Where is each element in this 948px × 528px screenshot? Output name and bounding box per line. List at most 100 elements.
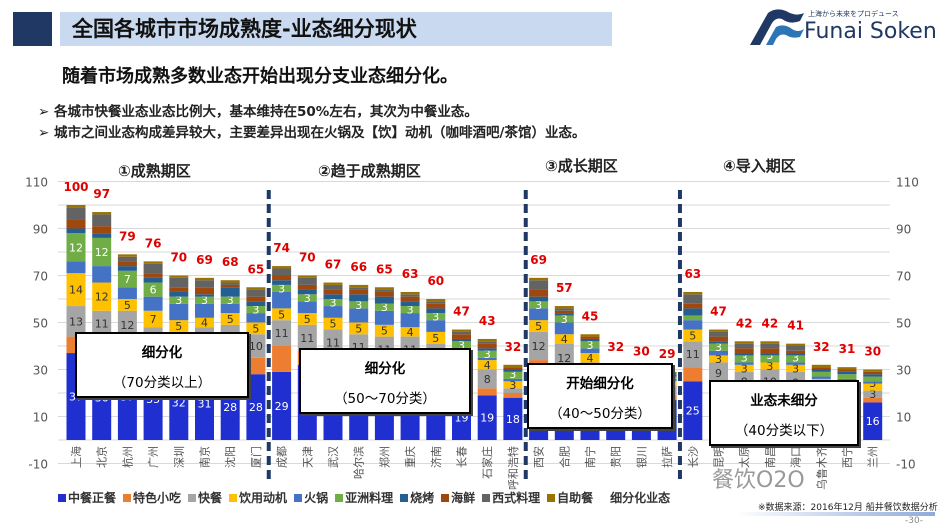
segment-label: 25 [686,405,700,418]
segment-label: 29 [275,400,289,413]
total-label: 41 [787,319,804,333]
bar-segment-中餐正餐 [246,374,266,440]
bar-segment-亚洲料理 [709,343,728,351]
segment-label: 3 [792,362,799,375]
bar-segment-特色小吃 [477,388,497,396]
segment-label: 3 [792,351,799,364]
legend-item: 亚洲料理 [335,489,393,506]
x-tick-label: 海口 [789,446,803,468]
segment-label: 4 [484,359,491,372]
segment-label: 3 [330,297,337,310]
box-subtitle: （70分类以上） [112,375,212,391]
segment-label: 31 [198,398,212,411]
segment-label: 4 [407,326,414,339]
legend-swatch [335,493,344,502]
bar-segment-自助餐 [786,343,806,346]
bar-segment-亚洲料理 [297,294,317,302]
total-label: 74 [273,241,290,255]
bar-segment-自助餐 [734,341,754,344]
bar-segment-自助餐 [374,287,394,290]
segment-label: 6 [150,284,157,297]
bar-segment-亚洲料理 [811,371,831,377]
x-tick-label: 南京 [198,446,212,468]
annotation-box-4: 业态未细分 （40分类以下） [709,380,859,446]
segment-label: 3 [201,294,208,307]
segment-label: 3 [432,311,439,324]
legend-item: 火锅 [294,489,328,506]
bar-segment-火锅 [66,261,86,274]
legend-label: 海鲜 [451,491,476,505]
segment-label: 5 [304,313,311,326]
total-label: 63 [684,267,701,281]
segment-label: 3 [304,292,311,305]
chart-legend: 中餐正餐 特色小吃 快餐 饮用动机 火锅 亚洲料理 烧烤 海鲜 西式料理 自助餐 细分化业态 [58,489,670,506]
bar-segment-西式料理 [169,277,189,288]
bar-segment-火锅 [400,313,420,328]
bar-segment-饮用动机 [195,317,214,328]
x-tick-label: 南昌 [764,446,777,468]
bar-segment-西式料理 [297,277,317,285]
page-title: 全国各城市市场成熟度-业态细分现状 [72,17,417,41]
bar-segment-饮用动机 [272,308,292,321]
bar-segment-亚洲料理 [863,376,883,382]
bar-segment-亚洲料理 [760,355,780,363]
bar-segment-烧烤 [580,338,600,342]
bar-segment-亚洲料理 [143,282,163,297]
segment-label: 11 [300,332,314,345]
box-title: 细分化 [141,345,183,361]
legend-swatch [123,493,132,502]
bar-segment-中餐正餐 [863,402,883,440]
segment-label: 12 [557,352,571,365]
bar-segment-饮用动机 [709,355,728,363]
bar-segment-快餐 [272,320,292,346]
segment-label: 5 [124,299,131,312]
bar-segment-西式料理 [220,282,240,285]
segment-label: 14 [69,284,83,297]
bar-segment-海鲜 [529,289,549,297]
bar-segment-自助餐 [220,280,240,283]
source-underline [735,512,935,516]
total-label: 45 [582,309,599,323]
segment-label: 11 [686,348,700,361]
segment-label: 7 [124,273,131,286]
segment-label: 3 [355,299,362,312]
bar-segment-自助餐 [426,299,446,302]
x-tick-label: 沈阳 [223,446,237,468]
segment-label: 12 [95,246,109,259]
legend-label: 火锅 [304,491,329,505]
bar-segment-亚洲料理 [349,301,369,309]
bar-segment-饮用动机 [529,320,549,332]
bar-segment-自助餐 [554,306,574,309]
bullet-2: ➢ 城市之间业态构成差异较大，主要差异出现在火锅及【饮】动机（咖啡酒吧/茶馆）业… [38,125,586,141]
bar-segment-海鲜 [323,289,343,295]
x-tick-label: 昆明 [713,446,726,468]
bar-segment-亚洲料理 [374,303,394,311]
x-tick-label: 成都 [276,446,289,468]
bar-segment-火锅 [195,303,214,318]
segment-label: 11 [326,336,340,349]
annotation-box-1: 细分化 （70分类以上） [75,332,249,398]
segment-label: 4 [561,333,568,346]
bar-segment-自助餐 [349,284,369,288]
bar-segment-西式料理 [323,284,343,290]
bar-segment-火锅 [323,306,343,318]
bar-segment-自助餐 [709,329,728,332]
bar-segment-火锅 [734,362,754,365]
bar-segment-自助餐 [143,261,163,264]
total-label: 30 [864,345,881,359]
box-subtitle: （50～70分类） [334,391,436,407]
x-tick-label: 天津 [301,446,314,468]
bar-segment-饮用动机 [683,329,703,342]
segment-label: 5 [175,320,182,333]
segment-label: 3 [587,339,594,352]
bar-segment-烧烤 [863,374,883,377]
bar-segment-烧烤 [220,287,240,297]
bar-segment-烧烤 [837,371,857,375]
bar-segment-特色小吃 [503,393,523,398]
legend-label: 西式料理 [492,491,541,505]
bar-segment-亚洲料理 [92,237,112,267]
total-label: 69 [196,253,213,267]
bar-segment-亚洲料理 [503,371,523,379]
bar-segment-烧烤 [323,294,343,299]
bar-segment-饮用动机 [760,362,780,370]
